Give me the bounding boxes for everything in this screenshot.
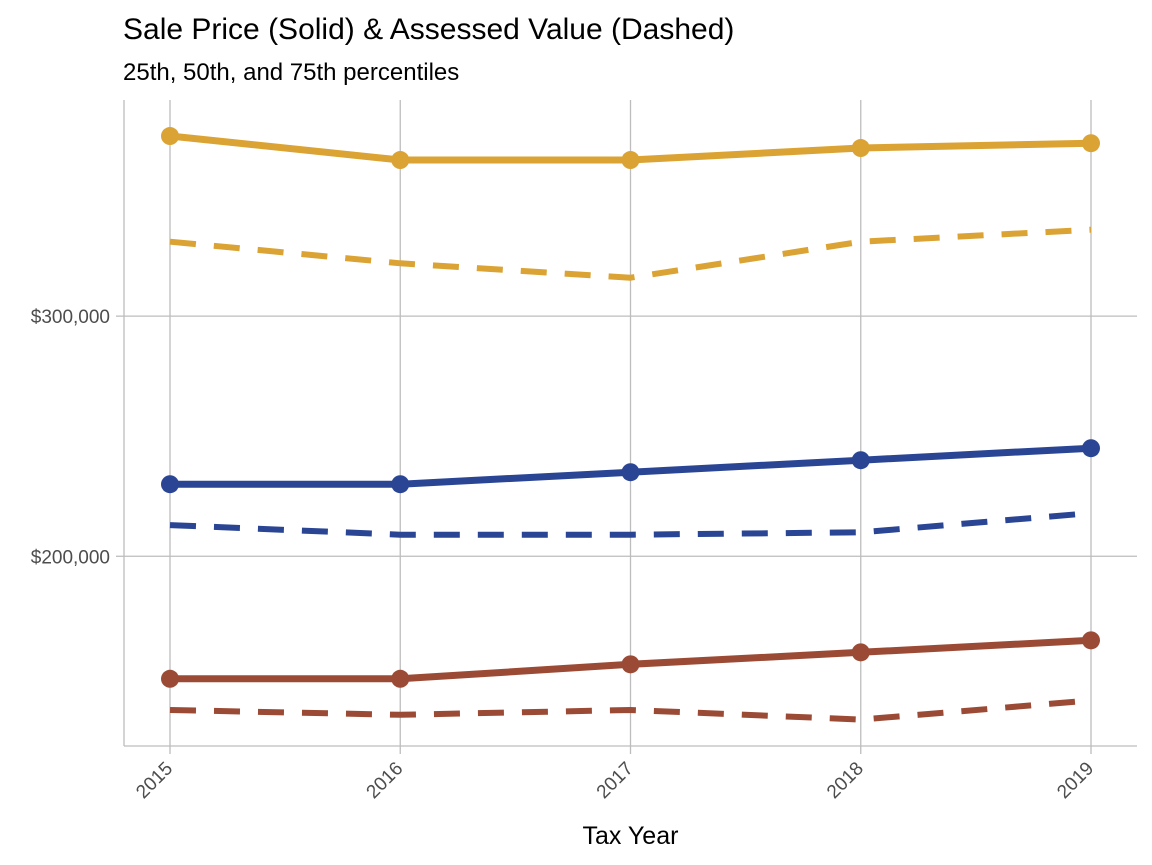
data-point <box>851 451 870 470</box>
data-point <box>391 151 410 170</box>
data-point <box>161 669 179 688</box>
axis-labels: $200,000 $300,000 2015 2016 2017 2018 2019 Tax … <box>31 307 1098 850</box>
series-50th-assessed-value-line <box>169 510 1092 538</box>
series-25th-assessed-value-line <box>169 697 1092 723</box>
data-point <box>851 643 870 662</box>
data-point <box>391 475 410 494</box>
data-point <box>1082 631 1100 650</box>
chart-subtitle: 25th, 50th, and 75th percentiles <box>123 59 460 86</box>
chart-title: Sale Price (Solid) & Assessed Value (Das… <box>123 13 735 46</box>
data-point <box>621 655 640 674</box>
data-point <box>621 463 640 482</box>
y-tick-label: $200,000 <box>31 547 110 568</box>
x-tick-label: 2019 <box>1053 758 1098 803</box>
series-75th-assessed-value-line <box>169 226 1092 281</box>
data-point <box>851 139 870 158</box>
x-tick-label: 2016 <box>363 758 408 803</box>
series-layer <box>161 127 1100 723</box>
data-point <box>1082 134 1100 153</box>
x-tick-label: 2017 <box>593 758 638 803</box>
data-point <box>161 475 179 494</box>
x-axis-title: Tax Year <box>583 822 679 850</box>
x-tick-label: 2015 <box>132 758 177 803</box>
grid-lines <box>124 100 1137 746</box>
x-tick-label: 2018 <box>823 758 868 803</box>
y-tick-label: $300,000 <box>31 307 110 328</box>
axes <box>116 100 1137 754</box>
data-point <box>161 127 179 146</box>
data-point <box>621 151 640 170</box>
data-point <box>391 669 410 688</box>
data-point <box>1082 439 1100 458</box>
